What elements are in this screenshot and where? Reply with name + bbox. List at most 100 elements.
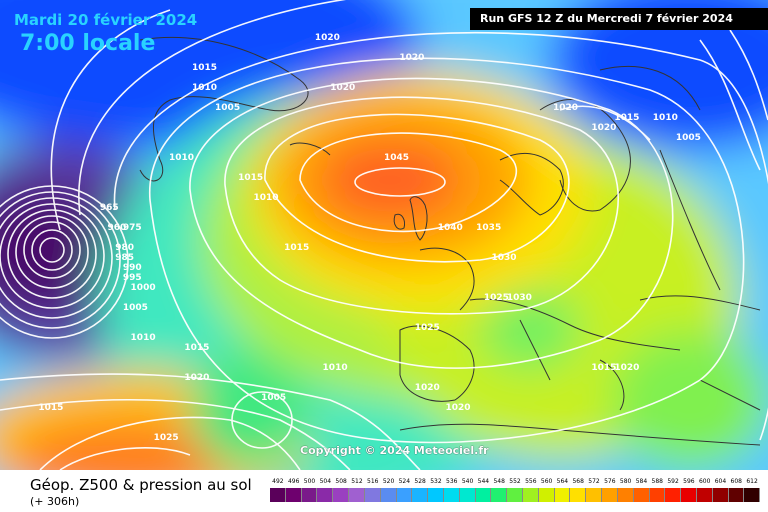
color-scale-label: 536 bbox=[446, 478, 458, 485]
color-scale-swatch bbox=[586, 488, 603, 502]
geopotential-field bbox=[0, 0, 768, 470]
map-canvas: 1015 1010 1005 1020 1020 1020 1010 1015 1010 1015… bbox=[0, 0, 768, 470]
color-scale-swatch bbox=[412, 488, 429, 502]
isobar-1015 bbox=[113, 32, 768, 441]
color-scale-label: 572 bbox=[588, 478, 600, 485]
color-scale-swatch bbox=[475, 488, 492, 502]
color-scale-swatch bbox=[712, 488, 729, 502]
isobar-1000 bbox=[0, 185, 129, 339]
forecast-local-time: 7:00 locale bbox=[20, 31, 156, 56]
color-scale-label: 596 bbox=[683, 478, 695, 485]
isobar-label: 1025 bbox=[484, 293, 509, 303]
isobar-960 bbox=[39, 237, 65, 263]
color-scale-swatch bbox=[554, 488, 571, 502]
isobar-1005-low bbox=[231, 391, 293, 449]
color-scale-label: 592 bbox=[667, 478, 679, 485]
color-scale-swatch bbox=[428, 488, 444, 502]
isobar-label: 1020 bbox=[330, 83, 355, 93]
isobar-label: 1010 bbox=[169, 153, 194, 163]
isobar-label: 1020 bbox=[591, 123, 616, 133]
color-scale-label: 584 bbox=[635, 478, 648, 485]
isobar-label: 1040 bbox=[438, 223, 463, 233]
color-scale-label: 544 bbox=[477, 478, 490, 485]
isobar-east-1020 bbox=[559, 105, 651, 141]
isobar-east-1015 bbox=[699, 39, 761, 171]
isobar-label: 1020 bbox=[315, 33, 340, 43]
color-scale-label: 576 bbox=[604, 478, 616, 485]
isobar-label: 1020 bbox=[445, 403, 470, 413]
color-scale-label: 580 bbox=[619, 478, 632, 485]
isobar-label: 960 bbox=[108, 223, 127, 233]
isobar-1005 bbox=[50, 9, 171, 231]
color-scale-swatch bbox=[570, 488, 587, 502]
color-scale-label: 564 bbox=[556, 478, 569, 485]
isobar-1030 bbox=[224, 96, 619, 315]
color-scale-labels: 492 496 500 504 508 512 516 520 524 528 532 536 540 5… bbox=[270, 478, 760, 488]
color-scale-swatch bbox=[459, 488, 476, 502]
isobar-980 bbox=[7, 209, 97, 299]
isobar-label: 1015 bbox=[192, 63, 217, 73]
color-scale-swatch bbox=[285, 488, 302, 502]
isobar-label: 1010 bbox=[131, 333, 156, 343]
color-scale-label: 552 bbox=[509, 478, 521, 485]
color-scale-swatch bbox=[491, 488, 508, 502]
color-scale-swatch bbox=[270, 488, 286, 502]
chart-title: Géop. Z500 & pression au sol bbox=[30, 476, 252, 494]
color-scale-swatch bbox=[681, 488, 697, 502]
isobar-label: 985 bbox=[115, 253, 134, 263]
color-scale-label: 612 bbox=[746, 478, 758, 485]
isobar-label: 1025 bbox=[415, 323, 440, 333]
isobar-label: 1010 bbox=[323, 363, 348, 373]
color-scale-label: 604 bbox=[714, 478, 727, 485]
color-scale-swatch bbox=[301, 488, 318, 502]
color-scale-label: 496 bbox=[287, 478, 300, 485]
weather-map: 1015 1010 1005 1020 1020 1020 1010 1015 1010 1015… bbox=[0, 0, 768, 470]
forecast-range: (+ 306h) bbox=[30, 495, 80, 508]
color-scale-swatch bbox=[633, 488, 650, 502]
isobar-south-1015 bbox=[0, 398, 351, 470]
color-scale-swatch bbox=[602, 488, 618, 502]
isobar-label: 1000 bbox=[131, 283, 156, 293]
color-scale-label: 516 bbox=[367, 478, 379, 485]
isobar-label: 1005 bbox=[123, 303, 148, 313]
color-scale-swatch bbox=[333, 488, 350, 502]
forecast-date: Mardi 20 février 2024 bbox=[14, 11, 198, 29]
isobar-south-1020 bbox=[39, 416, 301, 470]
isobars bbox=[0, 0, 768, 470]
isobar-label: 1005 bbox=[215, 103, 240, 113]
color-scale-label: 520 bbox=[382, 478, 395, 485]
color-scale-swatch bbox=[617, 488, 634, 502]
color-scale-label: 560 bbox=[540, 478, 553, 485]
isobar-label: 1010 bbox=[192, 83, 217, 93]
color-scale-swatch bbox=[349, 488, 365, 502]
color-scale-label: 588 bbox=[651, 478, 663, 485]
isobar-1025 bbox=[189, 77, 674, 369]
color-scale-swatch bbox=[443, 488, 460, 502]
color-scale-swatch bbox=[507, 488, 523, 502]
isobar-label: 1015 bbox=[238, 173, 263, 183]
isobar-995 bbox=[0, 191, 121, 329]
color-scale-label: 600 bbox=[698, 478, 711, 485]
color-scale-swatch bbox=[696, 488, 713, 502]
color-scale-swatch bbox=[649, 488, 666, 502]
color-scale-swatch bbox=[396, 488, 413, 502]
isobar-1045 bbox=[354, 167, 446, 197]
isobar-label: 1015 bbox=[614, 113, 639, 123]
copyright: Copyright © 2024 Meteociel.fr bbox=[300, 444, 489, 457]
color-scale-swatch bbox=[728, 488, 745, 502]
isobar-label: 1030 bbox=[492, 253, 517, 263]
color-scale-label: 568 bbox=[572, 478, 584, 485]
isobar-label: 1020 bbox=[553, 103, 578, 113]
isobar-label: 1020 bbox=[399, 53, 424, 63]
color-scale-swatch bbox=[665, 488, 682, 502]
run-info: Run GFS 12 Z du Mercredi 7 février 2024 bbox=[470, 8, 768, 30]
isobar-label: 995 bbox=[123, 273, 142, 283]
isobar-1035 bbox=[264, 113, 570, 263]
isobar-south-1010 bbox=[0, 373, 421, 470]
isobar-1010 bbox=[78, 0, 347, 216]
isobar-label: 1005 bbox=[261, 393, 286, 403]
isobar-label: 1020 bbox=[415, 383, 440, 393]
color-scale-label: 504 bbox=[319, 478, 332, 485]
isobar-label: 1020 bbox=[614, 363, 639, 373]
color-scale-label: 512 bbox=[351, 478, 363, 485]
